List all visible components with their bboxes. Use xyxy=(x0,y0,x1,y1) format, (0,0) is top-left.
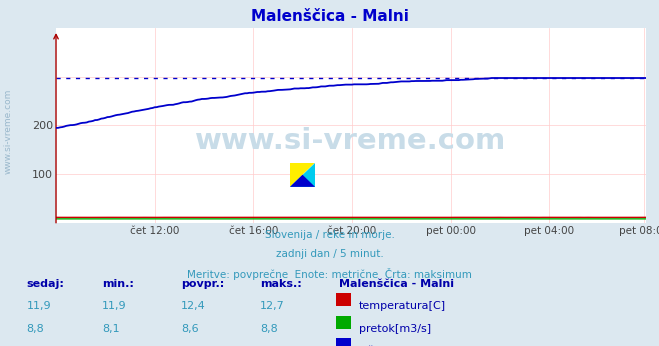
Text: Malenščica - Malni: Malenščica - Malni xyxy=(250,9,409,24)
Text: Meritve: povprečne  Enote: metrične  Črta: maksimum: Meritve: povprečne Enote: metrične Črta:… xyxy=(187,268,472,280)
Text: 11,9: 11,9 xyxy=(26,301,51,311)
Text: povpr.:: povpr.: xyxy=(181,279,225,289)
Text: 8,6: 8,6 xyxy=(181,324,199,334)
Text: pretok[m3/s]: pretok[m3/s] xyxy=(359,324,431,334)
Text: www.si-vreme.com: www.si-vreme.com xyxy=(195,127,507,155)
Text: 12,7: 12,7 xyxy=(260,301,285,311)
Text: Malenščica - Malni: Malenščica - Malni xyxy=(339,279,455,289)
Text: zadnji dan / 5 minut.: zadnji dan / 5 minut. xyxy=(275,249,384,259)
Polygon shape xyxy=(290,163,315,187)
Text: 11,9: 11,9 xyxy=(102,301,127,311)
Text: min.:: min.: xyxy=(102,279,134,289)
Text: Slovenija / reke in morje.: Slovenija / reke in morje. xyxy=(264,230,395,240)
Text: temperatura[C]: temperatura[C] xyxy=(359,301,446,311)
Text: 8,1: 8,1 xyxy=(102,324,120,334)
Text: sedaj:: sedaj: xyxy=(26,279,64,289)
Polygon shape xyxy=(290,175,315,187)
Text: www.si-vreme.com: www.si-vreme.com xyxy=(3,89,13,174)
Polygon shape xyxy=(290,163,315,187)
Text: maks.:: maks.: xyxy=(260,279,302,289)
Text: 12,4: 12,4 xyxy=(181,301,206,311)
Text: 8,8: 8,8 xyxy=(26,324,44,334)
Text: 8,8: 8,8 xyxy=(260,324,278,334)
